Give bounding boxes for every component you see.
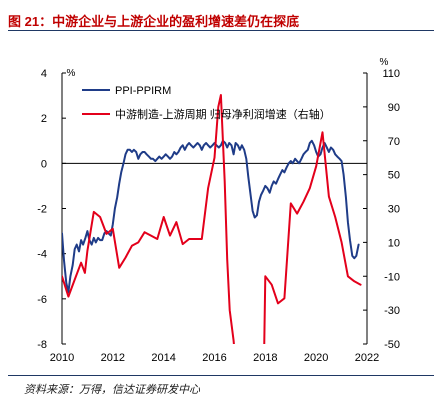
series-lines bbox=[62, 94, 362, 344]
x-tick-label: 2022 bbox=[355, 352, 379, 364]
right-axis-ticks: 110 90 70 50 30 10 -10 -30 -50% bbox=[363, 57, 400, 351]
right-tick-label: 110 bbox=[382, 68, 400, 80]
right-axis-unit: % bbox=[380, 57, 389, 68]
x-tick-label: 2010 bbox=[50, 352, 74, 364]
left-tick-label: 2 bbox=[41, 113, 47, 125]
right-tick-label: -10 bbox=[384, 271, 400, 283]
left-tick-label: -4 bbox=[37, 249, 47, 261]
x-tick-label: 2020 bbox=[304, 352, 328, 364]
right-tick-label: 30 bbox=[388, 204, 400, 216]
ppi-ppirm-line bbox=[62, 139, 360, 294]
x-tick-label: 2014 bbox=[151, 352, 175, 364]
source-divider bbox=[8, 375, 434, 376]
right-tick-label: 50 bbox=[388, 170, 400, 182]
legend-label: 中游制造-上游周期 归母净利润增速（右轴） bbox=[115, 107, 331, 121]
right-tick-label: 90 bbox=[388, 102, 400, 114]
x-tick-label: 2018 bbox=[253, 352, 277, 364]
left-tick-label: 4 bbox=[41, 68, 47, 80]
source-note: 资料来源：万得，信达证券研发中心 bbox=[24, 384, 200, 396]
legend: PPI-PPIRM 中游制造-上游周期 归母净利润增速（右轴） bbox=[82, 85, 331, 121]
profit-growth-diff-line bbox=[62, 94, 235, 344]
left-tick-label: 0 bbox=[41, 158, 47, 170]
right-tick-label: 10 bbox=[388, 237, 400, 249]
right-tick-label: -50 bbox=[384, 339, 400, 351]
title-divider bbox=[8, 30, 434, 31]
left-axis-unit: % bbox=[67, 68, 76, 79]
right-tick-label: 70 bbox=[388, 136, 400, 148]
right-tick-label: -30 bbox=[384, 305, 400, 317]
left-tick-label: -2 bbox=[37, 204, 47, 216]
x-tick-label: 2016 bbox=[202, 352, 226, 364]
chart-title: 图 21：中游企业与上游企业的盈利增速差仍在探底 bbox=[8, 14, 300, 29]
left-tick-label: -6 bbox=[37, 294, 47, 306]
x-axis-ticks: 2010 2012 2014 2016 2018 2020 2022 bbox=[50, 352, 379, 364]
x-tick-label: 2012 bbox=[101, 352, 125, 364]
left-axis-ticks: 4 2 0 -2 -4 -6 -8% bbox=[37, 68, 75, 351]
legend-label: PPI-PPIRM bbox=[115, 85, 171, 97]
profit-growth-diff-line bbox=[263, 131, 362, 344]
left-tick-label: -8 bbox=[37, 339, 47, 351]
